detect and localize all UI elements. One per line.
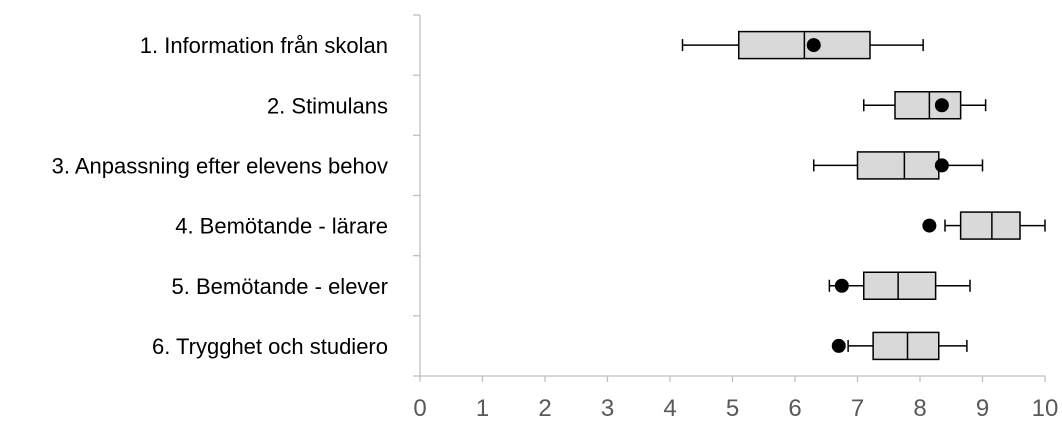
value-marker-dot bbox=[934, 98, 949, 113]
x-tick-label: 5 bbox=[726, 395, 739, 422]
iqr-box bbox=[856, 151, 940, 180]
value-marker-dot bbox=[934, 158, 949, 173]
box-item bbox=[828, 271, 971, 300]
box-item bbox=[831, 331, 968, 361]
box-series bbox=[681, 30, 1046, 361]
value-marker-dot bbox=[834, 278, 849, 293]
x-tick-label: 7 bbox=[851, 395, 864, 422]
category-label: 6. Trygghet och studiero bbox=[152, 334, 388, 359]
x-tick-label: 9 bbox=[976, 395, 989, 422]
category-label: 4. Bemötande - lärare bbox=[175, 214, 388, 239]
x-tick-labels: 0 1 2 3 4 5 6 7 8 9 10 bbox=[413, 395, 1058, 422]
axes bbox=[413, 14, 1046, 382]
category-label: 1. Information från skolan bbox=[140, 33, 388, 58]
iqr-box bbox=[894, 91, 962, 120]
x-tick-label: 1 bbox=[476, 395, 489, 422]
category-label: 5. Bemötande - elever bbox=[172, 274, 388, 299]
x-tick-label: 2 bbox=[538, 395, 551, 422]
x-tick-label: 3 bbox=[601, 395, 614, 422]
box-item bbox=[922, 211, 1046, 240]
category-label: 2. Stimulans bbox=[267, 93, 388, 118]
value-marker-dot bbox=[831, 338, 846, 353]
category-labels: 1. Information från skolan 2. Stimulans 3.… bbox=[52, 33, 388, 359]
x-tick-label: 6 bbox=[788, 395, 801, 422]
x-tick-label: 0 bbox=[413, 395, 426, 422]
iqr-box bbox=[959, 211, 1021, 240]
box-item bbox=[681, 30, 924, 60]
x-tick-label: 10 bbox=[1032, 395, 1059, 422]
category-label: 3. Anpassning efter elevens behov bbox=[52, 153, 388, 178]
x-tick-label: 8 bbox=[913, 395, 926, 422]
iqr-box bbox=[863, 271, 937, 300]
box-item bbox=[863, 91, 987, 120]
value-marker-dot bbox=[922, 218, 937, 233]
box-item bbox=[813, 151, 984, 180]
iqr-box bbox=[872, 331, 940, 361]
x-tick-label: 4 bbox=[663, 395, 676, 422]
value-marker-dot bbox=[806, 38, 821, 53]
